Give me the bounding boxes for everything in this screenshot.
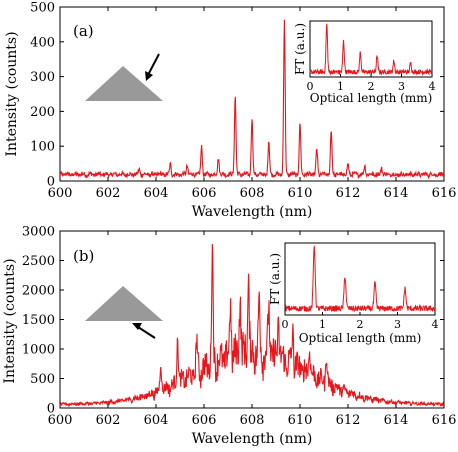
y-tick-label: 2000 [22,284,55,299]
inset-ft-line [284,245,436,313]
arrow-head [145,71,153,81]
prism-triangle [85,66,163,101]
tick-marks [59,230,445,409]
prism-triangle [85,286,163,321]
x-tick-label: 602 [96,413,121,428]
inset-ft-plot: 0 1 2 3 4 Optical length (mm) FT (a.u.) [293,20,436,105]
inset-ft-plot: 0 1 2 3 4 Optical length (mm) FT (a.u.) [268,242,439,345]
inset-x-tick-label: 4 [432,318,439,331]
inset-frame [284,242,436,316]
x-tick-label: 616 [432,413,457,428]
panel-a: 600 602 604 606 608 610 612 614 6160100200300400… [4,1,456,221]
prism-illustration [85,53,163,101]
inset-tick-marks [284,312,436,315]
tick-marks [59,6,445,182]
x-tick-label: 602 [96,186,121,201]
inset-tick-labels: 0 1 2 3 4 [282,318,439,331]
x-tick-label: 612 [336,186,361,201]
x-tick-label: 608 [240,413,265,428]
inset-x-tick-label: 4 [429,80,436,93]
tick-labels: 600 602 604 606 608 610 612 614 616 0 500 1000 1500 2… [22,225,457,429]
y-tick-label: 400 [30,35,55,50]
panel-b: 600 602 604 606 608 610 612 614 616 0 500 1000 1500 2… [2,225,456,448]
panel-label: (a) [73,22,94,40]
inset-x-tick-label: 1 [337,80,344,93]
inset-x-tick-label: 2 [368,80,375,93]
x-tick-label: 616 [432,186,457,201]
inset-tick-marks [309,74,433,77]
y-tick-label: 100 [30,140,55,155]
x-tick-label: 606 [192,413,217,428]
y-tick-label: 2500 [22,254,55,269]
y-tick-label: 1500 [22,313,55,328]
inset-y-axis-label: FT (a.u.) [293,23,307,75]
inset-ft-line [309,23,433,77]
inset-x-axis-label: Optical length (mm) [310,91,433,105]
inset-x-tick-label: 0 [307,80,314,93]
panel-label: (b) [73,247,94,265]
x-tick-label: 614 [384,186,409,201]
x-axis-label: Wavelength (nm) [192,204,313,220]
inset-y-axis-label: FT (a.u.) [268,253,282,305]
x-tick-label: 614 [384,413,409,428]
arrow-head [132,323,142,330]
y-tick-label: 0 [47,402,55,417]
x-tick-label: 604 [144,186,169,201]
spectrum-line [59,19,445,180]
y-tick-label: 500 [30,1,55,16]
y-axis-label: Intensity (counts) [2,258,18,383]
x-tick-label: 606 [192,186,217,201]
arrow-shaft [137,326,156,339]
y-tick-label: 300 [30,70,55,85]
inset-x-tick-label: 3 [394,318,401,331]
inset-x-tick-label: 3 [398,80,405,93]
y-axis-label: Intensity (counts) [4,31,20,156]
inset-x-axis-label: Optical length (mm) [299,331,422,345]
x-tick-label: 610 [288,186,313,201]
x-axis-label: Wavelength (nm) [192,431,313,447]
inset-x-tick-label: 2 [357,318,364,331]
y-tick-label: 1000 [22,343,55,358]
y-tick-label: 200 [30,105,55,120]
y-tick-label: 0 [47,175,55,190]
inset-x-tick-label: 0 [282,318,289,331]
y-tick-label: 500 [30,372,55,387]
tick-labels: 600 602 604 606 608 610 612 614 6160100200300400… [30,1,456,202]
x-tick-label: 600 [48,413,73,428]
x-tick-label: 604 [144,413,169,428]
prism-illustration [85,286,163,339]
arrow-shaft [147,53,160,76]
x-tick-label: 612 [336,413,361,428]
x-tick-label: 610 [288,413,313,428]
x-tick-label: 608 [240,186,265,201]
spectrum-line [59,243,445,408]
inset-x-tick-label: 1 [319,318,326,331]
inset-tick-labels: 0 1 2 3 4 [307,80,436,93]
y-tick-label: 3000 [22,225,55,240]
x-tick-label: 600 [48,186,73,201]
